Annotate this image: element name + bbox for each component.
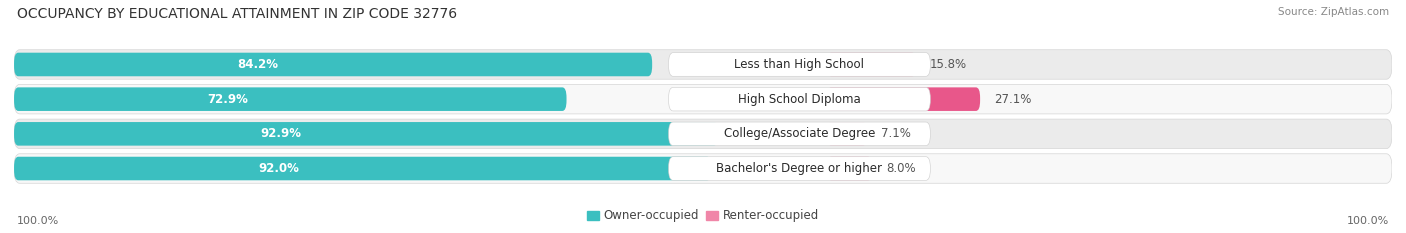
Text: 84.2%: 84.2% bbox=[238, 58, 278, 71]
FancyBboxPatch shape bbox=[669, 53, 931, 76]
FancyBboxPatch shape bbox=[827, 157, 872, 180]
FancyBboxPatch shape bbox=[669, 157, 931, 180]
Text: 15.8%: 15.8% bbox=[929, 58, 967, 71]
Text: 100.0%: 100.0% bbox=[1347, 216, 1389, 226]
FancyBboxPatch shape bbox=[14, 119, 1392, 149]
FancyBboxPatch shape bbox=[14, 157, 711, 180]
Legend: Owner-occupied, Renter-occupied: Owner-occupied, Renter-occupied bbox=[582, 205, 824, 227]
FancyBboxPatch shape bbox=[827, 122, 868, 146]
Text: 92.0%: 92.0% bbox=[259, 162, 299, 175]
Text: Bachelor's Degree or higher: Bachelor's Degree or higher bbox=[717, 162, 883, 175]
Text: College/Associate Degree: College/Associate Degree bbox=[724, 127, 875, 140]
FancyBboxPatch shape bbox=[669, 122, 931, 146]
Text: OCCUPANCY BY EDUCATIONAL ATTAINMENT IN ZIP CODE 32776: OCCUPANCY BY EDUCATIONAL ATTAINMENT IN Z… bbox=[17, 7, 457, 21]
Text: 8.0%: 8.0% bbox=[886, 162, 915, 175]
Text: Less than High School: Less than High School bbox=[734, 58, 865, 71]
Text: 7.1%: 7.1% bbox=[882, 127, 911, 140]
FancyBboxPatch shape bbox=[669, 87, 931, 111]
Text: 100.0%: 100.0% bbox=[17, 216, 59, 226]
Text: Source: ZipAtlas.com: Source: ZipAtlas.com bbox=[1278, 7, 1389, 17]
Text: 92.9%: 92.9% bbox=[260, 127, 301, 140]
FancyBboxPatch shape bbox=[14, 50, 1392, 79]
FancyBboxPatch shape bbox=[14, 84, 1392, 114]
Text: 27.1%: 27.1% bbox=[994, 93, 1031, 106]
Text: High School Diploma: High School Diploma bbox=[738, 93, 860, 106]
FancyBboxPatch shape bbox=[827, 87, 980, 111]
FancyBboxPatch shape bbox=[827, 53, 917, 76]
FancyBboxPatch shape bbox=[14, 53, 652, 76]
FancyBboxPatch shape bbox=[14, 87, 567, 111]
FancyBboxPatch shape bbox=[14, 154, 1392, 183]
Text: 72.9%: 72.9% bbox=[208, 93, 249, 106]
FancyBboxPatch shape bbox=[14, 122, 718, 146]
